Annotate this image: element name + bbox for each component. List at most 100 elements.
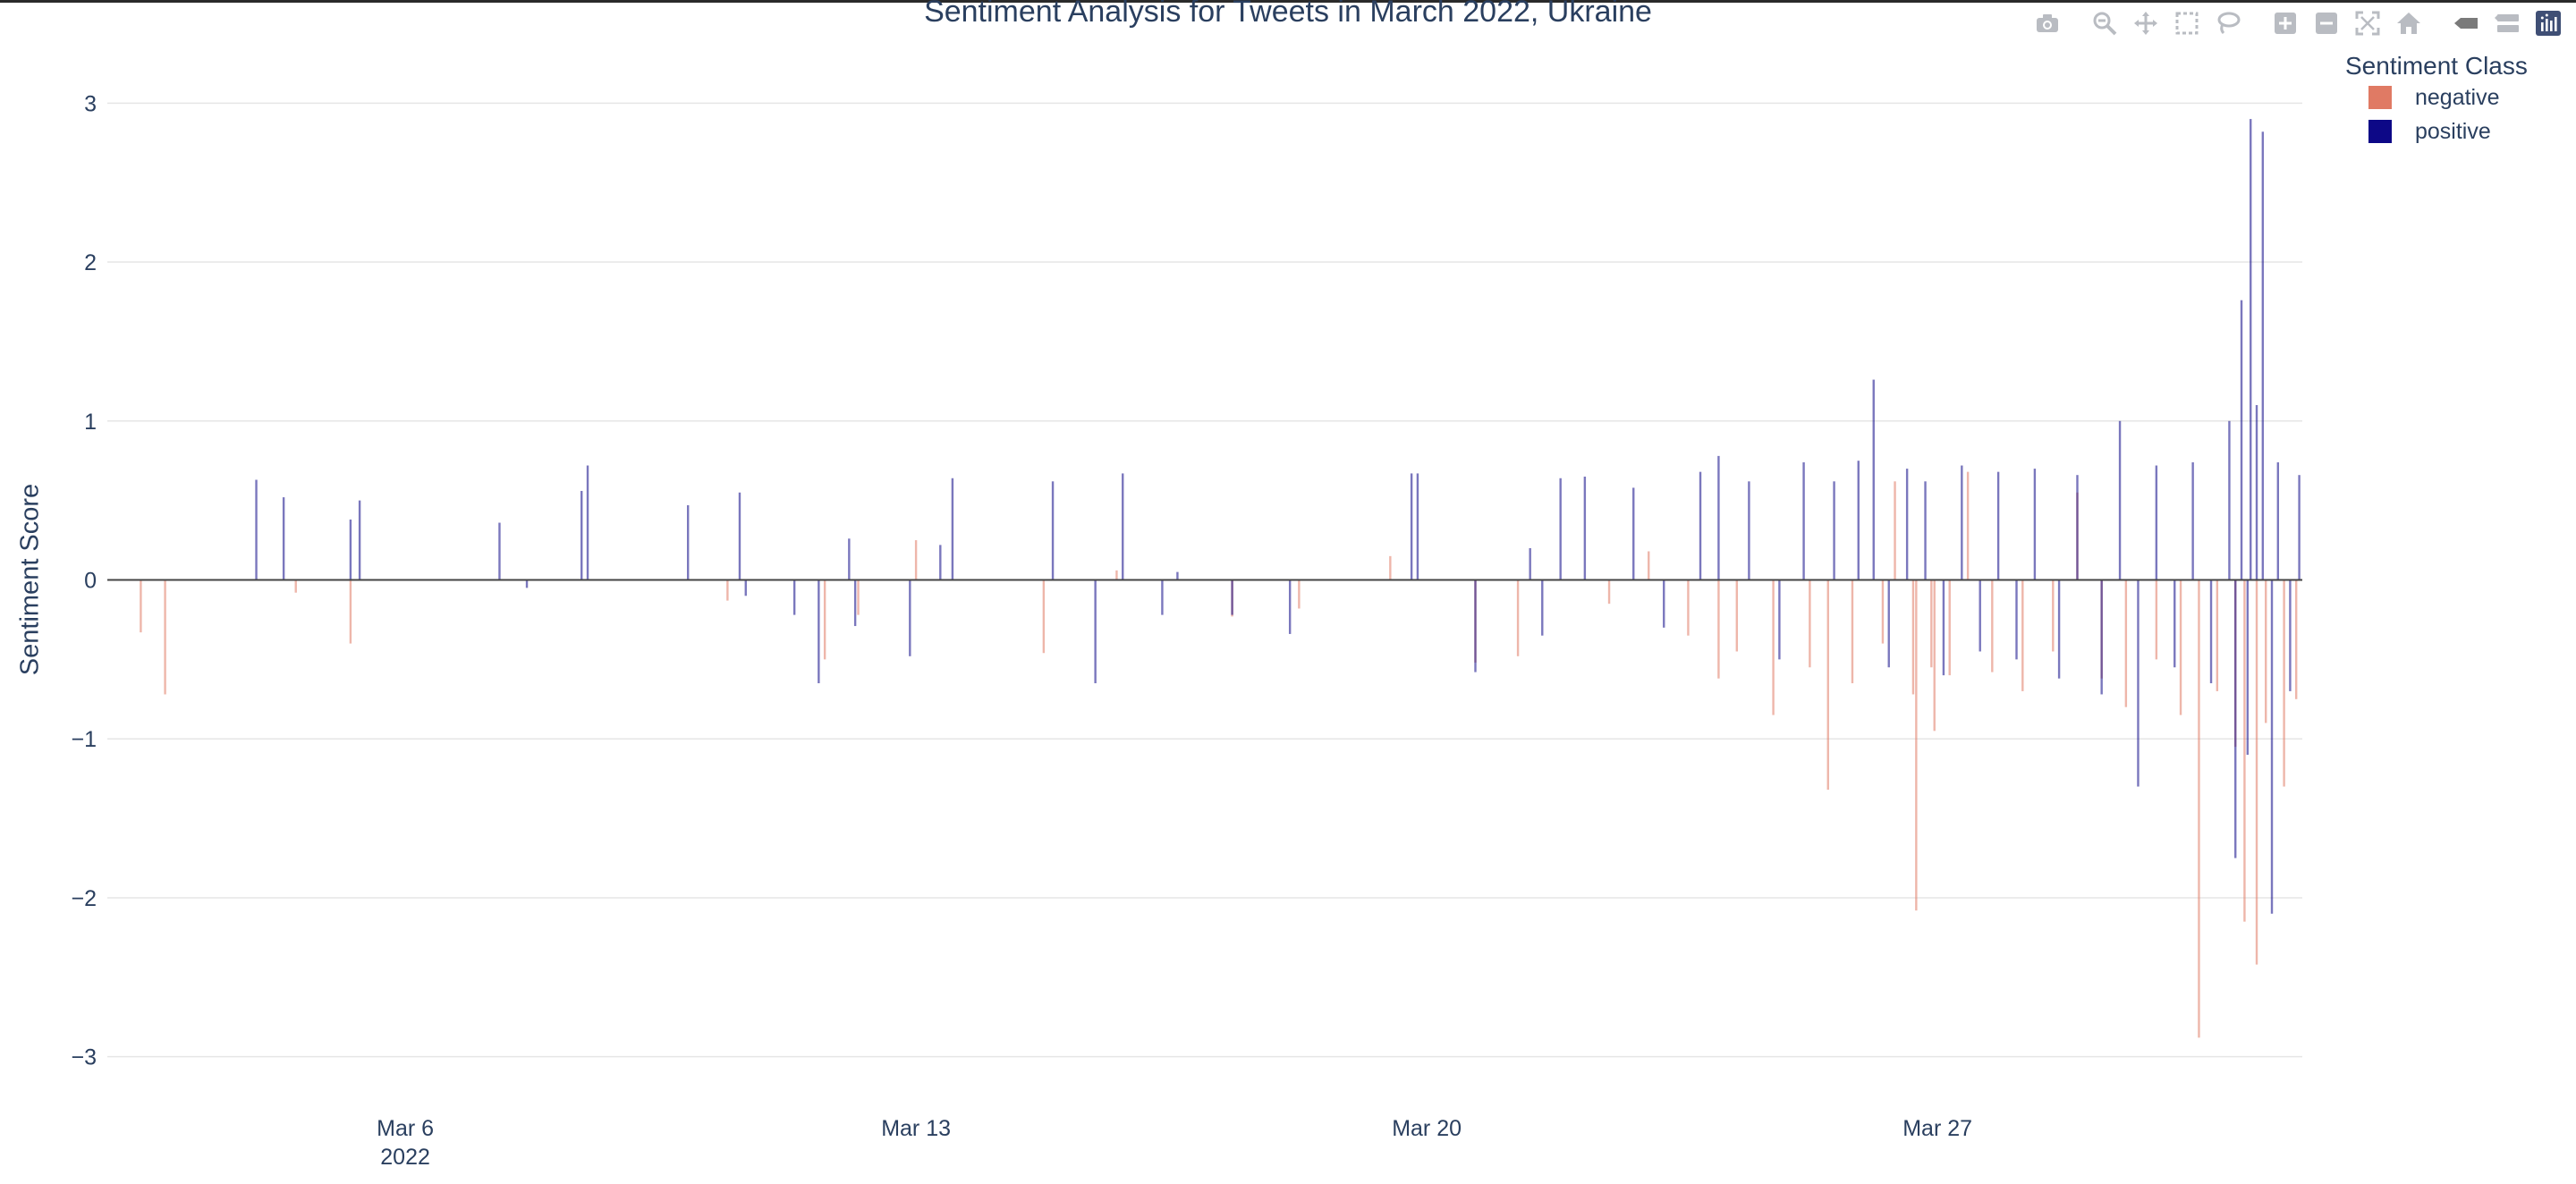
bar-positive[interactable] [1872,379,1875,580]
bar-negative[interactable] [1717,579,1720,679]
bar-positive[interactable] [2118,420,2122,580]
bar-positive[interactable] [1996,471,2000,580]
bar-positive[interactable] [586,465,589,580]
camera-button[interactable] [2027,5,2068,41]
bar-negative[interactable] [2295,579,2298,699]
bar-positive[interactable] [939,545,942,580]
bar-positive[interactable] [1942,579,1945,676]
bar-positive[interactable] [2250,119,2252,580]
bar-negative[interactable] [1948,579,1951,676]
bar-negative[interactable] [2198,579,2200,1038]
bar-positive[interactable] [1717,455,1720,580]
bar-negative[interactable] [1915,579,1918,911]
bar-positive[interactable] [2209,579,2213,684]
zoom-out-button[interactable] [2306,5,2347,41]
bar-positive[interactable] [1778,579,1781,660]
bar-negative[interactable] [2255,579,2258,965]
bar-positive[interactable] [1632,487,1635,580]
bar-positive[interactable] [2191,461,2194,580]
bar-negative[interactable] [1966,471,1970,580]
bar-positive[interactable] [853,579,857,627]
bar-negative[interactable] [294,579,297,593]
bar-positive[interactable] [1905,469,1909,580]
bar-positive[interactable] [1663,579,1665,628]
lasso-select-button[interactable] [2207,5,2249,41]
zoom-in-button[interactable] [2265,5,2306,41]
bar-positive[interactable] [2276,461,2280,580]
bar-positive[interactable] [1699,471,1702,580]
bar-positive[interactable] [2246,579,2250,756]
bar-positive[interactable] [2298,475,2301,580]
bar-positive[interactable] [744,579,747,596]
bar-negative[interactable] [164,579,166,695]
bar-positive[interactable] [1802,461,1805,580]
bar-positive[interactable] [1474,579,1477,672]
bar-negative[interactable] [2124,579,2128,707]
bar-negative[interactable] [1881,579,1885,644]
bar-positive[interactable] [2240,300,2243,580]
bar-positive[interactable] [2155,465,2158,580]
bar-negative[interactable] [726,579,729,601]
bar-negative[interactable] [1911,579,1915,695]
bar-positive[interactable] [1161,579,1164,615]
bar-positive[interactable] [1416,473,1419,580]
bar-negative[interactable] [914,540,918,580]
bar-positive[interactable] [2228,420,2231,580]
bar-negative[interactable] [1772,579,1775,715]
bar-positive[interactable] [1748,481,1750,580]
bar-negative[interactable] [1115,570,1118,580]
bar-negative[interactable] [857,579,860,615]
bar-negative[interactable] [1930,579,1933,668]
hover-closest-button[interactable] [2487,5,2528,41]
bar-positive[interactable] [1979,579,1981,652]
bar-positive[interactable] [1410,473,1413,580]
bar-positive[interactable] [2289,579,2292,691]
bar-positive[interactable] [909,579,911,656]
bar-negative[interactable] [1298,579,1301,609]
bar-positive[interactable] [2076,475,2079,580]
bar-negative[interactable] [2155,579,2158,660]
spike-lines-button[interactable] [2445,5,2487,41]
bar-negative[interactable] [2179,579,2182,715]
bar-positive[interactable] [2261,131,2265,580]
bar-positive[interactable] [1051,481,1055,580]
bar-positive[interactable] [349,519,352,580]
bar-positive[interactable] [1833,481,1835,580]
bar-negative[interactable] [1735,579,1739,652]
bar-negative[interactable] [1851,579,1854,684]
legend-item-positive[interactable]: positive [2368,114,2528,148]
bar-positive[interactable] [738,492,741,580]
bar-positive[interactable] [951,478,954,580]
bar-negative[interactable] [2216,579,2219,691]
bar-negative[interactable] [823,579,826,660]
bar-negative[interactable] [1516,579,1520,656]
plotly-logo-button[interactable] [2528,5,2569,41]
bar-positive[interactable] [358,500,361,580]
bar-positive[interactable] [2057,579,2061,679]
bar-positive[interactable] [1231,579,1233,615]
box-select-button[interactable] [2166,5,2207,41]
bar-positive[interactable] [1094,579,1097,684]
bar-negative[interactable] [2265,579,2267,723]
bar-positive[interactable] [848,538,851,580]
bar-negative[interactable] [1648,551,1650,580]
pan-button[interactable] [2125,5,2166,41]
bar-positive[interactable] [2255,405,2258,580]
bar-positive[interactable] [1961,465,1963,580]
bar-negative[interactable] [2283,579,2285,787]
bar-negative[interactable] [1894,481,1896,580]
bar-positive[interactable] [282,497,285,580]
bar-positive[interactable] [1857,461,1860,580]
bar-positive[interactable] [525,579,529,588]
bar-positive[interactable] [1541,579,1544,636]
bar-negative[interactable] [2021,579,2024,691]
bar-negative[interactable] [1933,579,1936,732]
bar-negative[interactable] [1991,579,1994,672]
bar-positive[interactable] [1288,579,1292,634]
bar-positive[interactable] [2174,579,2176,668]
bar-positive[interactable] [1887,579,1890,668]
zoom-button[interactable] [2084,5,2125,41]
bar-positive[interactable] [792,579,796,615]
bar-positive[interactable] [1122,473,1124,580]
